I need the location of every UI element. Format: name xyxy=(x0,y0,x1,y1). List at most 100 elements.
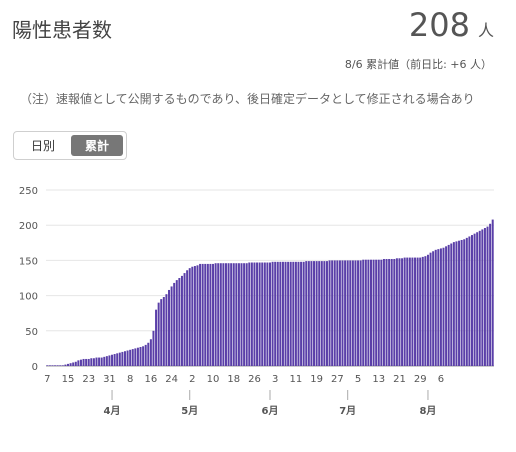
bar xyxy=(346,260,349,366)
bar xyxy=(367,259,370,366)
bar xyxy=(357,260,360,366)
bar xyxy=(333,260,336,366)
bar xyxy=(455,241,458,366)
bar xyxy=(281,261,284,366)
bar xyxy=(199,263,202,366)
bar xyxy=(147,342,150,366)
bar xyxy=(173,282,176,366)
bar xyxy=(168,289,171,366)
bar xyxy=(289,261,292,366)
bar xyxy=(258,262,261,366)
x-tick-label: 8 xyxy=(127,374,133,385)
bar xyxy=(152,330,155,366)
x-tick-label: 3 xyxy=(272,374,278,385)
bar xyxy=(369,259,372,366)
bar xyxy=(232,263,235,366)
bar xyxy=(142,346,145,366)
bar xyxy=(328,260,331,366)
bar xyxy=(284,261,287,366)
bar xyxy=(401,258,404,366)
page-title: 陽性患者数 xyxy=(12,18,112,42)
bar xyxy=(212,263,215,366)
bar xyxy=(245,263,248,366)
bar xyxy=(98,357,101,366)
bar xyxy=(237,263,240,366)
y-tick-label: 0 xyxy=(32,362,38,373)
bar xyxy=(483,228,486,366)
bar xyxy=(230,263,233,366)
bar xyxy=(302,261,305,366)
bar xyxy=(116,353,119,366)
bar xyxy=(307,261,310,366)
bar xyxy=(439,248,442,366)
bar xyxy=(121,351,124,366)
bar xyxy=(186,270,189,366)
x-tick-label: 10 xyxy=(207,374,220,385)
bar xyxy=(468,236,471,366)
bar xyxy=(253,262,256,366)
bar xyxy=(315,261,318,366)
y-tick-label: 100 xyxy=(19,292,38,303)
bar xyxy=(162,297,165,366)
month-label: 4月 xyxy=(104,405,121,417)
x-tick-label: 2 xyxy=(189,374,195,385)
bar xyxy=(419,257,422,366)
bar xyxy=(279,261,282,366)
bar xyxy=(421,256,424,366)
bar xyxy=(411,257,414,366)
bar xyxy=(266,262,269,366)
bar xyxy=(155,309,158,366)
bar xyxy=(426,254,429,366)
bar xyxy=(269,262,271,366)
bar xyxy=(476,232,479,366)
bar xyxy=(240,263,243,366)
bar xyxy=(131,349,134,366)
bar xyxy=(64,364,67,366)
bar xyxy=(85,358,88,366)
x-tick-label: 24 xyxy=(165,374,178,385)
bar xyxy=(362,259,365,366)
bar xyxy=(310,261,313,366)
bar xyxy=(395,258,398,366)
bar xyxy=(108,355,111,366)
bar xyxy=(193,266,196,366)
bar xyxy=(403,257,406,366)
bar xyxy=(375,259,378,366)
daily-toggle-button[interactable]: 日別 xyxy=(30,139,55,153)
y-tick-label: 50 xyxy=(25,327,38,338)
bar xyxy=(271,261,274,366)
bar xyxy=(227,263,230,366)
x-tick-label: 16 xyxy=(145,374,158,385)
bar xyxy=(354,260,357,366)
bar xyxy=(338,260,341,366)
bar xyxy=(297,261,300,366)
bar xyxy=(201,263,204,366)
disclaimer-note: （注）速報値として公開するものであり、後日確定データとして修正される場合あり xyxy=(20,92,475,106)
bar xyxy=(336,260,339,366)
bar xyxy=(191,266,194,366)
bar xyxy=(294,261,297,366)
bar xyxy=(305,261,308,366)
bar xyxy=(398,258,401,366)
bar xyxy=(325,261,328,366)
bar xyxy=(160,299,163,366)
bar xyxy=(235,263,238,366)
bar xyxy=(113,354,116,366)
x-tick-label: 31 xyxy=(103,374,116,385)
cumulative-toggle-button[interactable]: 累計 xyxy=(71,135,123,156)
y-tick-label: 250 xyxy=(19,186,38,197)
bar xyxy=(320,261,323,366)
bar xyxy=(450,243,453,366)
bar xyxy=(465,237,468,366)
bar xyxy=(188,268,191,366)
total-count: 208 人 xyxy=(409,6,494,44)
bar xyxy=(432,251,435,366)
bar xyxy=(442,247,445,366)
bar xyxy=(165,294,168,366)
x-tick-label: 18 xyxy=(227,374,240,385)
x-tick-label: 21 xyxy=(393,374,406,385)
bar xyxy=(393,258,396,366)
x-tick-label: 5 xyxy=(355,374,361,385)
bar xyxy=(313,261,316,366)
